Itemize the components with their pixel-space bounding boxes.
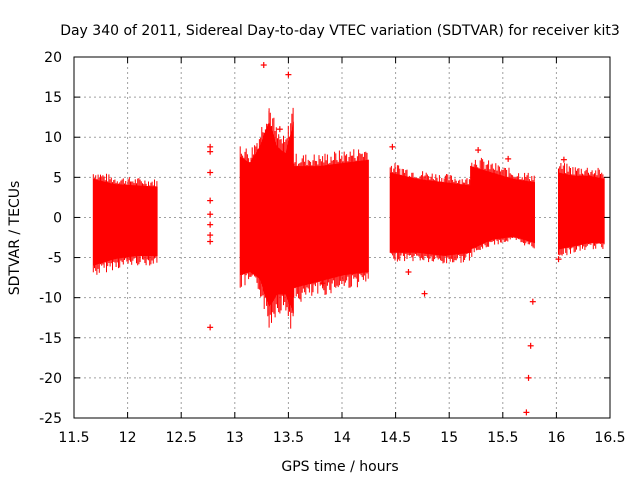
x-tick-label: 16.5 <box>594 430 625 446</box>
x-tick-label: 13.5 <box>273 430 304 446</box>
y-tick-label: 15 <box>44 90 62 106</box>
x-tick-label: 14.5 <box>380 430 411 446</box>
data-point <box>529 298 536 305</box>
data-point <box>475 147 482 154</box>
x-tick-label: 16 <box>547 430 565 446</box>
error-bar-segment-7 <box>558 163 605 256</box>
data-point <box>555 256 562 263</box>
data-point <box>207 211 214 218</box>
data-point <box>276 126 283 133</box>
y-axis-label: SDTVAR / TECUs <box>7 181 23 296</box>
error-bar-segment-4 <box>293 149 369 302</box>
data-layer <box>92 62 605 416</box>
data-point <box>421 290 428 297</box>
y-tick-label: -25 <box>39 411 62 427</box>
tick-layer: 11.5 12 12.5 13 13.5 14 14.5 15 15.5 16 16.5 20 15 10… <box>39 50 625 446</box>
error-bar-segment-1 <box>92 173 158 275</box>
data-point <box>389 143 396 150</box>
data-point <box>405 268 412 275</box>
y-tick-label: 0 <box>53 210 62 226</box>
x-tick-label: 14 <box>333 430 351 446</box>
x-tick-label: 15.5 <box>487 430 518 446</box>
data-point <box>207 324 214 331</box>
x-tick-label: 13 <box>226 430 244 446</box>
x-tick-label: 12 <box>119 430 137 446</box>
y-tick-label: 10 <box>44 130 62 146</box>
y-tick-label: 20 <box>44 50 62 66</box>
data-point <box>207 232 214 239</box>
data-point <box>525 374 532 381</box>
x-tick-label: 15 <box>440 430 458 446</box>
y-tick-label: -10 <box>39 291 62 307</box>
data-point <box>207 169 214 176</box>
data-point <box>319 280 326 287</box>
data-point <box>207 148 214 155</box>
error-bar-segment-6 <box>470 157 535 257</box>
x-axis-label: GPS time / hours <box>281 459 398 475</box>
data-point <box>527 342 534 349</box>
data-point <box>207 221 214 228</box>
data-point <box>260 62 267 69</box>
data-point <box>207 238 214 245</box>
x-tick-label: 12.5 <box>166 430 197 446</box>
data-point <box>560 156 567 163</box>
data-point <box>505 155 512 162</box>
error-bar-segment-2 <box>239 111 270 317</box>
data-point <box>207 197 214 204</box>
y-tick-label: 5 <box>53 170 62 186</box>
x-tick-label: 11.5 <box>58 430 89 446</box>
data-point <box>523 409 530 416</box>
y-tick-label: -20 <box>39 371 62 387</box>
y-tick-label: -5 <box>48 251 62 267</box>
data-point <box>285 71 292 78</box>
error-bar-segment-3 <box>268 107 294 329</box>
y-tick-label: -15 <box>39 331 62 347</box>
chart-title: Day 340 of 2011, Sidereal Day-to-day VTE… <box>60 23 620 39</box>
